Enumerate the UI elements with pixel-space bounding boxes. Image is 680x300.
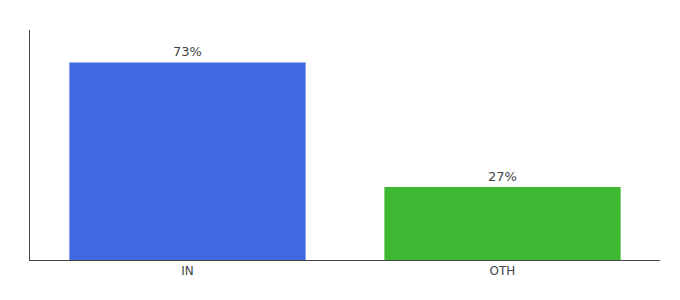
svg-text:OTH: OTH (490, 264, 516, 278)
svg-text:73%: 73% (173, 44, 202, 59)
svg-text:IN: IN (181, 264, 194, 278)
svg-text:27%: 27% (488, 169, 517, 184)
